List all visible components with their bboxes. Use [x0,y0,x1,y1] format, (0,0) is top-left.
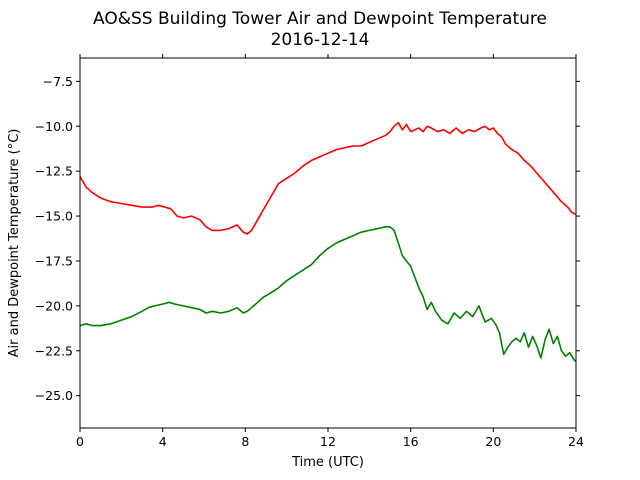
y-axis-label: Air and Dewpoint Temperature (°C) [7,129,22,358]
ticks-layer: 0 4 8 12 16 20 24 −7.5 −10.0 −12.5 −15.0 −17.5 −20.0… [35,54,584,449]
x-tick-label: 12 [320,434,336,449]
series-layer [79,121,577,363]
chart-title-line2: 2016-12-14 [271,30,370,50]
chart-title-line1: AO&SS Building Tower Air and Dewpoint Te… [93,9,547,29]
x-tick-label: 4 [159,434,167,449]
y-tick-label: −22.5 [35,343,73,358]
series-line-0 [79,121,577,235]
y-tick-label: −20.0 [35,298,73,313]
x-tick-label: 0 [76,434,84,449]
y-tick-label: −12.5 [35,164,73,179]
y-tick-label: −10.0 [35,119,73,134]
x-axis-label: Time (UTC) [291,455,364,470]
x-tick-label: 24 [568,434,584,449]
series-line-1 [79,226,577,363]
y-tick-label: −15.0 [35,209,73,224]
y-tick-label: −7.5 [43,74,73,89]
x-tick-label: 8 [241,434,249,449]
y-tick-label: −17.5 [35,253,73,268]
y-tick-label: −25.0 [35,388,73,403]
x-tick-label: 16 [403,434,419,449]
plot-frame [79,57,577,429]
x-tick-label: 20 [485,434,501,449]
